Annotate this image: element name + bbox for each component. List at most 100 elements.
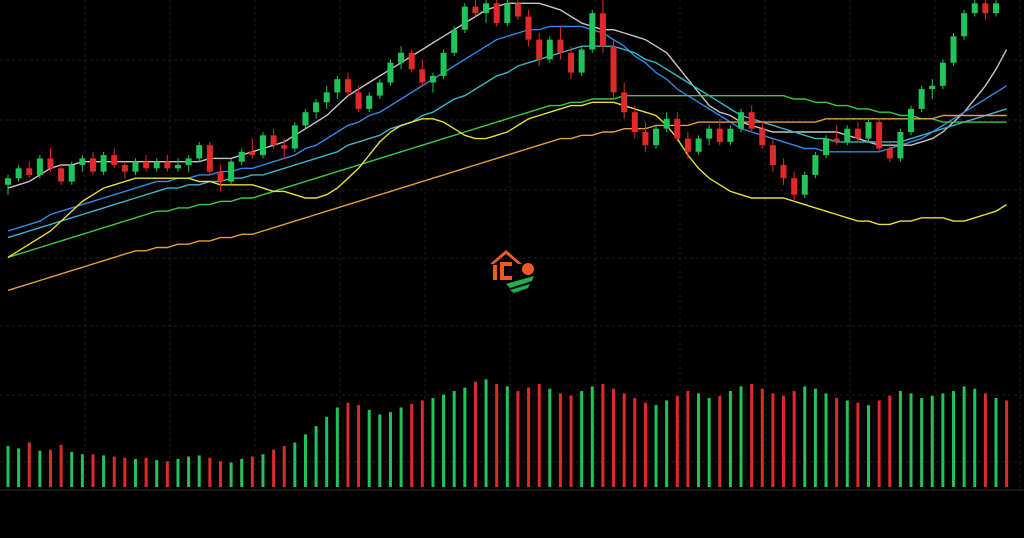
candle-body <box>419 69 426 83</box>
volume-bar <box>760 388 764 487</box>
volume-bar <box>367 409 371 487</box>
volume-bar <box>643 402 647 487</box>
candle-body <box>238 151 245 162</box>
candle-body <box>525 16 532 40</box>
volume-bars <box>6 379 1009 487</box>
volume-bar <box>824 393 828 487</box>
volume-bar <box>442 394 446 487</box>
volume-bar <box>867 405 871 487</box>
moving-average-line <box>7 114 1007 292</box>
volume-bar <box>590 386 594 487</box>
candle-body <box>993 3 999 14</box>
volume-bar <box>240 458 244 487</box>
candle-body <box>281 145 288 149</box>
volume-bar <box>314 426 318 487</box>
candle-body <box>759 128 766 146</box>
moving-average-lines <box>7 2 1008 292</box>
candlesticks <box>5 0 999 202</box>
candle-body <box>695 138 702 152</box>
logo-dot <box>522 263 534 275</box>
volume-bar <box>431 398 435 487</box>
volume-bar <box>856 402 860 487</box>
volume-bar <box>80 454 84 487</box>
candle-body <box>493 3 500 24</box>
volume-bar <box>707 398 711 487</box>
volume-bar <box>6 446 10 487</box>
volume-bar <box>622 393 626 487</box>
logo-house-wall-left <box>493 265 497 280</box>
volume-bar <box>888 395 892 487</box>
volume-bar <box>484 379 488 487</box>
candle-body <box>5 178 11 185</box>
volume-bar <box>697 393 701 487</box>
candle-body <box>196 145 203 159</box>
candle-body <box>631 112 638 132</box>
volume-bar <box>558 393 562 487</box>
candle-body <box>876 122 883 149</box>
candle-body <box>748 112 755 129</box>
volume-bar <box>261 454 265 487</box>
volume-bar <box>675 395 679 487</box>
candle-body <box>408 52 415 70</box>
candle-body <box>536 39 543 60</box>
volume-bar <box>845 400 849 487</box>
volume-bar <box>983 393 987 487</box>
house-home-icon <box>490 250 534 293</box>
volume-bar <box>527 387 531 487</box>
candle-body <box>89 158 96 172</box>
volume-bar <box>410 403 414 487</box>
candle-body <box>557 39 564 53</box>
volume-bar <box>303 434 307 487</box>
volume-bar <box>473 381 477 487</box>
volume-bar <box>420 400 424 487</box>
candle-body <box>971 3 978 14</box>
candle-body <box>961 13 968 37</box>
candle-body <box>769 145 776 165</box>
candle-body <box>982 3 989 14</box>
volume-bar <box>835 398 839 487</box>
volume-bar <box>123 457 127 487</box>
volume-bar <box>952 391 956 487</box>
volume-bar <box>208 457 212 487</box>
volume-bar <box>378 414 382 487</box>
volume-bar <box>505 386 509 487</box>
candle-body <box>504 3 511 24</box>
candle-body <box>684 138 691 152</box>
moving-average-line <box>7 45 1007 239</box>
volume-bar <box>612 388 616 487</box>
volume-bar <box>1005 400 1009 487</box>
volume-bar <box>388 412 392 487</box>
candle-body <box>387 62 394 83</box>
moving-average-line <box>7 95 1007 259</box>
logo-swoosh-lower <box>510 284 530 293</box>
candle-body <box>589 13 596 50</box>
volume-bar <box>495 384 499 487</box>
volume-bar <box>335 407 339 487</box>
candle-body <box>398 52 405 63</box>
candle-body <box>15 168 22 179</box>
candle-body <box>738 112 745 129</box>
candle-body <box>355 92 362 109</box>
volume-bar <box>59 444 63 487</box>
candle-body <box>291 125 298 149</box>
volume-bar <box>601 384 605 487</box>
volume-bar <box>218 461 222 487</box>
volume-bar <box>17 448 21 487</box>
candle-body <box>610 46 617 93</box>
candle-body <box>727 128 734 142</box>
volume-bar <box>144 457 148 487</box>
volume-bar <box>580 391 584 487</box>
candle-body <box>801 174 808 195</box>
volume-bar <box>994 398 998 487</box>
volume-bar <box>877 400 881 487</box>
volume-bar <box>973 388 977 487</box>
candle-body <box>546 39 553 60</box>
volume-bar <box>728 391 732 487</box>
candle-body <box>929 85 936 90</box>
candle-body <box>812 155 819 175</box>
volume-bar <box>176 458 180 487</box>
candle-body <box>344 79 351 93</box>
candle-body <box>950 36 957 63</box>
